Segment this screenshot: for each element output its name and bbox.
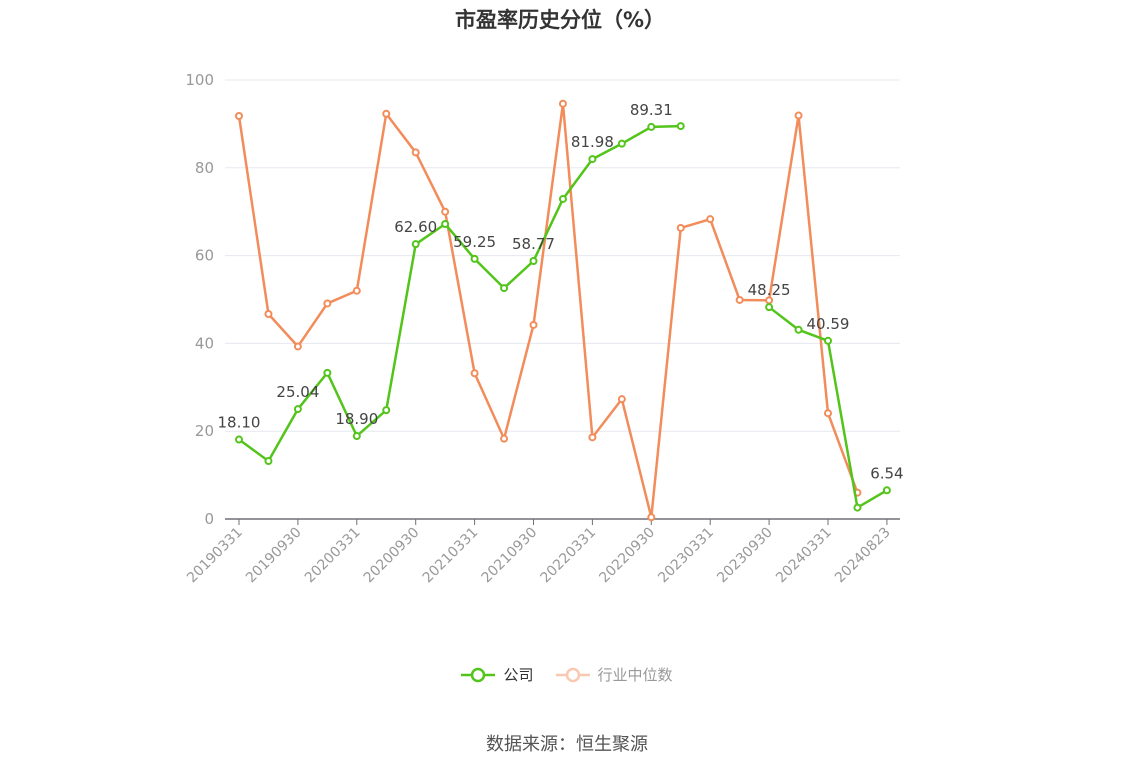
x-tick-label: 20220331 xyxy=(538,525,600,587)
y-tick-label: 80 xyxy=(195,159,214,177)
legend-item-company[interactable]: 公司 xyxy=(461,664,534,685)
legend: 公司 行业中位数 xyxy=(0,664,1134,685)
x-axis: 2019033120190930202003312020093020210331… xyxy=(184,518,900,587)
chart-title: 市盈率历史分位（%） xyxy=(454,8,666,32)
data-point xyxy=(529,256,538,265)
data-point xyxy=(264,457,273,466)
data-point xyxy=(500,434,509,443)
y-tick-label: 100 xyxy=(185,71,214,89)
y-tick-label: 40 xyxy=(195,334,214,352)
data-point xyxy=(735,295,744,304)
data-point xyxy=(382,109,391,118)
legend-company-label: 公司 xyxy=(503,666,534,684)
data-point xyxy=(588,433,597,442)
data-label: 89.31 xyxy=(630,101,673,119)
data-label: 18.10 xyxy=(218,414,261,432)
data-point xyxy=(617,139,626,148)
data-point xyxy=(470,369,479,378)
data-point xyxy=(411,148,420,157)
x-tick-label: 20210331 xyxy=(420,525,482,587)
x-tick-label: 20220930 xyxy=(596,525,658,587)
data-point xyxy=(235,111,243,120)
data-label: 6.54 xyxy=(870,464,903,482)
data-label: 59.25 xyxy=(453,233,496,251)
data-label: 48.25 xyxy=(748,281,791,299)
data-point xyxy=(676,223,685,232)
x-tick-label: 20230331 xyxy=(655,525,717,587)
x-tick-label: 20190930 xyxy=(243,525,305,587)
y-tick-label: 60 xyxy=(195,247,214,265)
series-lines xyxy=(235,99,891,522)
data-label: 58.77 xyxy=(512,235,555,253)
legend-industry-marker xyxy=(555,667,590,682)
data-point xyxy=(500,284,509,293)
data-label: 62.60 xyxy=(394,218,437,236)
data-point xyxy=(765,303,774,312)
data-point xyxy=(293,342,302,351)
data-point xyxy=(558,99,567,108)
data-point xyxy=(794,111,803,120)
data-point xyxy=(441,207,450,216)
data-point xyxy=(293,405,302,414)
y-tick-label: 0 xyxy=(204,510,214,528)
y-tick-label: 20 xyxy=(195,422,214,440)
x-tick-label: 20240823 xyxy=(832,525,894,587)
x-tick-label: 20240331 xyxy=(773,525,835,587)
legend-industry-label: 行业中位数 xyxy=(597,666,673,684)
data-point xyxy=(470,254,479,263)
data-point xyxy=(441,219,450,228)
data-point xyxy=(794,325,803,334)
data-label: 40.59 xyxy=(807,315,850,333)
data-point xyxy=(352,286,361,295)
data-point xyxy=(882,486,891,495)
series-line xyxy=(237,102,859,519)
x-tick-label: 20200930 xyxy=(361,525,423,587)
data-point xyxy=(264,309,273,318)
y-axis-ticks: 0 20 40 60 80 100 xyxy=(185,71,214,528)
series-line xyxy=(238,124,681,463)
x-tick-label: 20230930 xyxy=(714,525,776,587)
data-point xyxy=(411,240,420,249)
data-point xyxy=(323,299,332,308)
series-company xyxy=(235,122,891,512)
grid-lines xyxy=(225,79,900,432)
data-point xyxy=(647,122,656,131)
data-point xyxy=(824,336,832,345)
data-labels: 18.10 25.04 18.90 62.60 59.25 58.77 81.98 89.31… xyxy=(218,101,904,482)
data-point xyxy=(617,395,626,404)
data-point xyxy=(853,503,862,512)
data-point xyxy=(647,513,656,522)
data-label: 25.04 xyxy=(276,383,319,401)
data-point xyxy=(235,435,243,444)
data-point xyxy=(352,432,361,441)
data-point xyxy=(382,406,391,415)
data-label: 18.90 xyxy=(335,410,378,428)
legend-company-marker xyxy=(461,667,496,682)
legend-item-industry-median[interactable]: 行业中位数 xyxy=(555,664,673,685)
x-tick-label: 20190331 xyxy=(184,525,246,587)
data-point xyxy=(529,320,538,329)
x-tick-label: 20200331 xyxy=(302,525,364,587)
data-point xyxy=(588,155,597,164)
data-point xyxy=(824,409,832,418)
x-tick-label: 20210930 xyxy=(479,525,541,587)
series-industry-median xyxy=(235,99,862,522)
data-point xyxy=(676,122,685,131)
data-point xyxy=(706,215,715,224)
data-point xyxy=(323,368,332,377)
data-point xyxy=(558,194,567,203)
data-label: 81.98 xyxy=(571,133,614,151)
source-note: 数据来源：恒生聚源 xyxy=(486,734,648,755)
